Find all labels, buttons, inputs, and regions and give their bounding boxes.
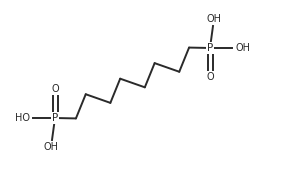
Text: OH: OH — [206, 14, 221, 24]
Text: P: P — [52, 113, 58, 123]
Text: P: P — [207, 43, 213, 53]
Text: O: O — [206, 72, 214, 82]
Text: OH: OH — [235, 43, 250, 53]
Text: HO: HO — [15, 113, 30, 123]
Text: OH: OH — [43, 142, 59, 152]
Text: O: O — [51, 84, 59, 94]
